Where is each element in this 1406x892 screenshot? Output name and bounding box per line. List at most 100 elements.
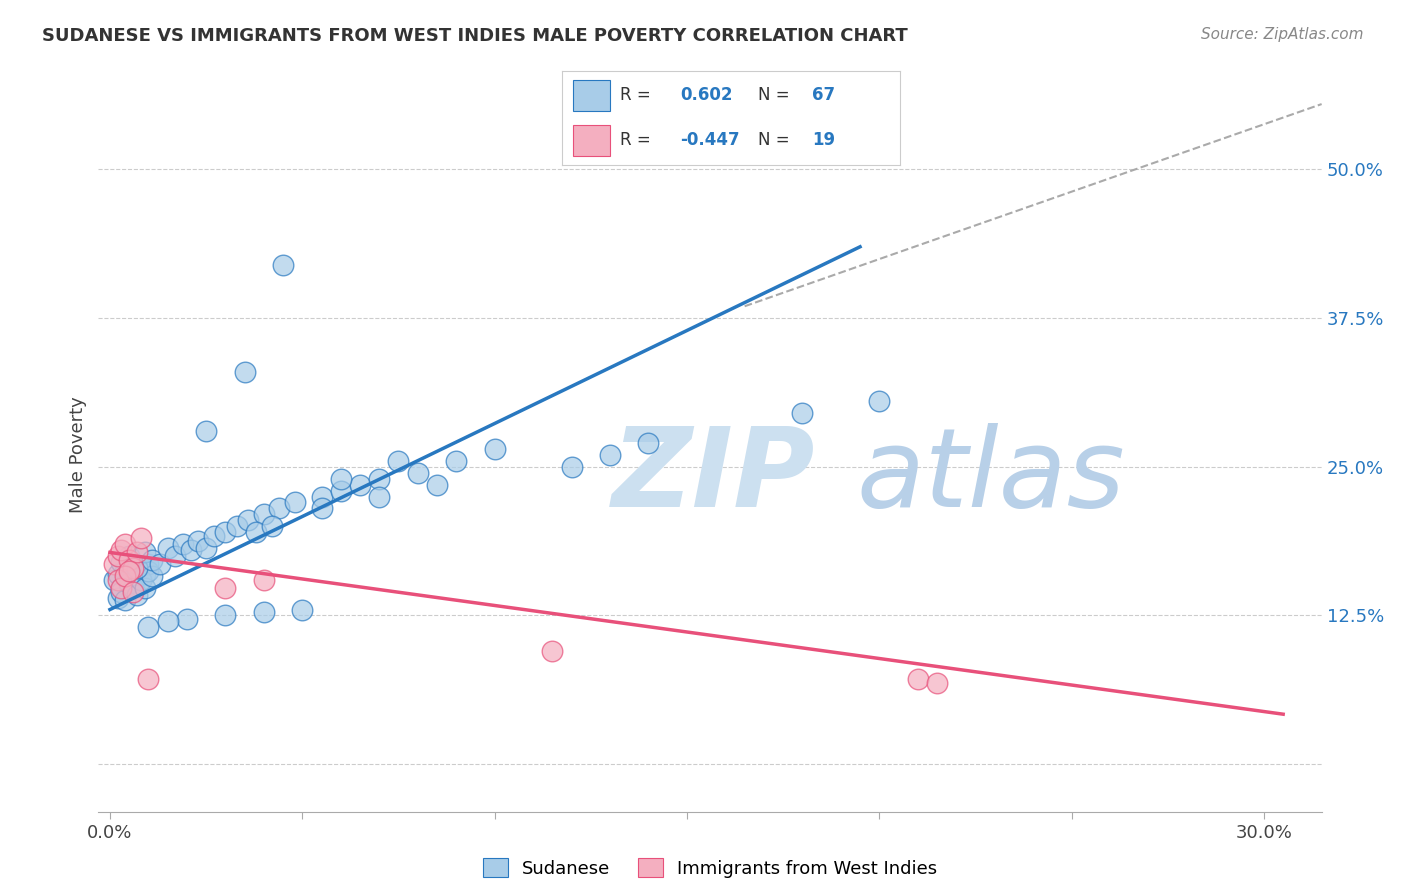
Point [125, 561, 148, 575]
Point [122, 584, 145, 599]
Point [329, 472, 352, 486]
Point [225, 519, 247, 533]
Point [103, 573, 125, 587]
FancyBboxPatch shape [572, 79, 610, 111]
Point [792, 406, 814, 420]
Point [129, 573, 152, 587]
Point [271, 258, 294, 272]
Text: 19: 19 [813, 131, 835, 149]
Point [156, 541, 179, 555]
Point [125, 561, 148, 575]
Point [107, 566, 129, 581]
Point [107, 573, 129, 587]
Point [599, 448, 621, 462]
FancyBboxPatch shape [572, 125, 610, 156]
Point [165, 549, 187, 563]
Point [444, 454, 467, 468]
Point [180, 543, 202, 558]
Point [907, 672, 929, 686]
Point [118, 565, 141, 579]
Point [253, 605, 276, 619]
Point [134, 545, 156, 559]
Text: SUDANESE VS IMMIGRANTS FROM WEST INDIES MALE POVERTY CORRELATION CHART: SUDANESE VS IMMIGRANTS FROM WEST INDIES … [42, 27, 908, 45]
Point [868, 394, 890, 409]
Text: 0.602: 0.602 [681, 87, 733, 104]
Text: N =: N = [758, 87, 790, 104]
Point [368, 472, 391, 486]
Point [110, 581, 132, 595]
Point [253, 508, 276, 522]
Point [118, 552, 141, 566]
Legend: Sudanese, Immigrants from West Indies: Sudanese, Immigrants from West Indies [482, 858, 938, 878]
Point [214, 581, 236, 595]
Point [114, 537, 136, 551]
Point [426, 477, 449, 491]
Point [134, 566, 156, 581]
Point [172, 537, 194, 551]
Point [156, 615, 179, 629]
Text: Source: ZipAtlas.com: Source: ZipAtlas.com [1201, 27, 1364, 42]
Point [484, 442, 506, 456]
Point [149, 558, 172, 572]
Point [122, 576, 145, 591]
Point [114, 593, 136, 607]
Point [103, 558, 125, 572]
Point [176, 612, 198, 626]
Point [134, 581, 156, 595]
Point [291, 602, 314, 616]
Text: N =: N = [758, 131, 790, 149]
Point [125, 545, 148, 559]
Point [233, 365, 256, 379]
Point [138, 620, 160, 634]
Text: atlas: atlas [856, 423, 1125, 530]
Text: R =: R = [620, 87, 651, 104]
Text: R =: R = [620, 131, 651, 149]
Point [202, 529, 225, 543]
Point [122, 581, 145, 595]
Point [541, 644, 564, 658]
Point [284, 495, 307, 509]
Point [110, 543, 132, 558]
Point [107, 549, 129, 563]
Point [925, 676, 948, 690]
Point [214, 525, 236, 540]
Point [387, 454, 409, 468]
Point [238, 513, 260, 527]
Point [245, 525, 267, 540]
Point [253, 573, 276, 587]
Point [122, 561, 145, 575]
Point [138, 558, 160, 572]
Point [637, 436, 659, 450]
Point [114, 565, 136, 579]
Point [406, 466, 429, 480]
Text: 67: 67 [813, 87, 835, 104]
Point [260, 519, 283, 533]
Point [110, 555, 132, 569]
Point [195, 541, 218, 555]
Point [129, 531, 152, 545]
Point [311, 501, 333, 516]
Point [118, 569, 141, 583]
Text: -0.447: -0.447 [681, 131, 740, 149]
Point [138, 672, 160, 686]
Point [269, 501, 291, 516]
Point [561, 459, 583, 474]
Point [195, 424, 218, 438]
Point [114, 569, 136, 583]
Point [368, 490, 391, 504]
Point [141, 552, 163, 566]
Point [110, 581, 132, 595]
Point [138, 565, 160, 579]
Point [214, 608, 236, 623]
Point [129, 573, 152, 587]
Point [118, 576, 141, 591]
Point [349, 477, 371, 491]
Point [125, 588, 148, 602]
Point [187, 533, 209, 548]
Point [311, 490, 333, 504]
Point [329, 483, 352, 498]
Point [118, 549, 141, 563]
Point [110, 584, 132, 599]
Point [107, 591, 129, 605]
Point [141, 569, 163, 583]
